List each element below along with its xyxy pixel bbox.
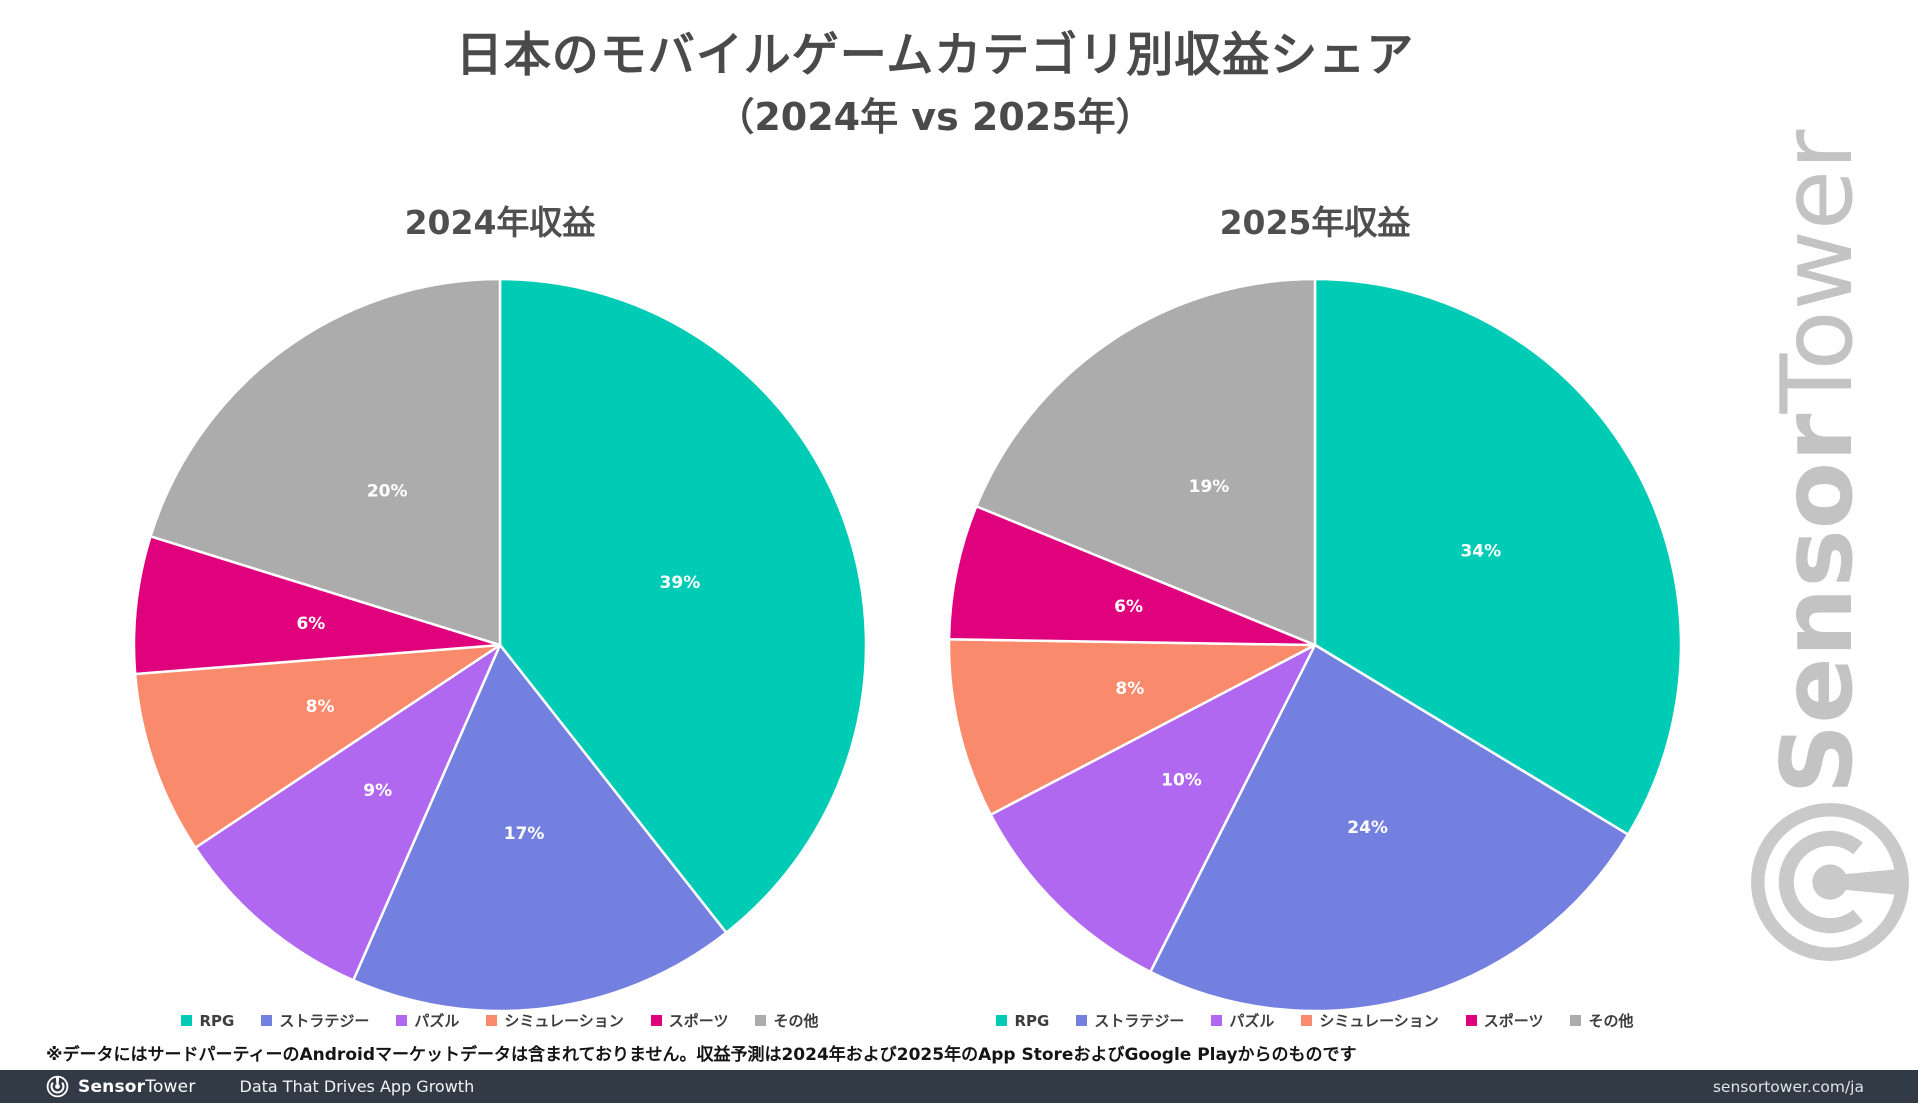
legend-swatch-icon	[1211, 1015, 1223, 1026]
pie-chart-2024: 39% 17% 9% 8% 6% 20%	[132, 277, 868, 1013]
legend-2024: RPG ストラテジー パズル シミュレーション スポーツ その他	[130, 1010, 870, 1031]
legend-swatch-icon	[1465, 1015, 1477, 1026]
legend-label: スポーツ	[1483, 1012, 1544, 1030]
legend-item-RPG: RPG	[996, 1012, 1049, 1030]
legend-swatch-icon	[650, 1015, 662, 1026]
legend-label: シミュレーション	[1319, 1012, 1439, 1030]
legend-label: ストラテジー	[279, 1012, 370, 1030]
legend-2025: RPG ストラテジー パズル シミュレーション スポーツ その他	[945, 1010, 1685, 1031]
page-subtitle: （2024年 vs 2025年）	[716, 95, 1154, 139]
pie-data-label: 6%	[1114, 597, 1143, 617]
chart-title-2025: 2025年収益	[1219, 203, 1411, 242]
legend-label: その他	[773, 1012, 819, 1030]
legend-swatch-icon	[396, 1015, 408, 1026]
watermark-brand-bold: Sensor	[1761, 413, 1875, 795]
pie-data-label: 20%	[367, 482, 408, 502]
footer-bar: SensorTower Data That Drives App Growth …	[0, 1070, 1918, 1103]
sensor-tower-logo-icon	[46, 1075, 69, 1098]
page-title: 日本のモバイルゲームカテゴリ別収益シェア	[455, 28, 1415, 83]
legend-swatch-icon	[181, 1015, 193, 1026]
legend-label: RPG	[1014, 1011, 1050, 1030]
pie-slice-パズル	[194, 643, 502, 982]
pie-slice-RPG	[498, 277, 868, 934]
legend-swatch-icon	[755, 1015, 767, 1026]
pie-slice-シミュレーション	[133, 643, 502, 849]
legend-label: シミュレーション	[504, 1012, 624, 1030]
pie-slice-シミュレーション	[947, 638, 1317, 816]
pie-data-label: 39%	[660, 573, 701, 593]
legend-swatch-icon	[1076, 1015, 1088, 1026]
pie-data-label: 19%	[1189, 477, 1230, 497]
legend-item-シミュレーション: シミュレーション	[486, 1010, 624, 1031]
watermark-sensor-tower: Sensor Tower	[1760, 117, 1876, 807]
legend-item-スポーツ: スポーツ	[1465, 1010, 1544, 1031]
pie-data-label: 8%	[1115, 679, 1144, 699]
data-source-footnote: ※データにはサードパーティーのAndroidマーケットデータは含まれておりません…	[46, 1045, 1357, 1065]
legend-label: パズル	[1229, 1012, 1275, 1030]
legend-item-ストラテジー: ストラテジー	[1076, 1010, 1184, 1031]
footer-brand: SensorTower	[78, 1077, 196, 1097]
legend-item-その他: その他	[755, 1010, 819, 1031]
legend-swatch-icon	[1570, 1015, 1582, 1026]
legend-swatch-icon	[261, 1015, 273, 1026]
legend-item-シミュレーション: シミュレーション	[1301, 1010, 1439, 1031]
pie-slice-RPG	[1313, 277, 1683, 836]
pie-slice-ストラテジー	[352, 643, 728, 1013]
pie-slice-パズル	[989, 643, 1317, 974]
watermark-logo-icon	[1751, 803, 1909, 961]
chart-title-2024: 2024年収益	[404, 203, 596, 242]
legend-item-スポーツ: スポーツ	[650, 1010, 729, 1031]
pie-data-label: 8%	[306, 697, 335, 717]
watermark-brand-light: Tower	[1761, 129, 1875, 414]
legend-item-パズル: パズル	[1211, 1010, 1274, 1031]
footer-brand-light: Tower	[145, 1076, 196, 1097]
footer-tagline: Data That Drives App Growth	[239, 1077, 475, 1096]
pie-slice-スポーツ	[132, 535, 502, 676]
pie-data-label: 17%	[504, 824, 545, 844]
pie-slice-スポーツ	[947, 505, 1317, 647]
legend-label: スポーツ	[668, 1012, 729, 1030]
pie-data-label: 10%	[1161, 771, 1202, 791]
legend-item-RPG: RPG	[181, 1012, 234, 1030]
legend-label: パズル	[414, 1012, 460, 1030]
footer-url-link[interactable]: sensortower.com/ja	[1712, 1077, 1864, 1096]
pie-data-label: 6%	[296, 614, 325, 634]
legend-swatch-icon	[996, 1015, 1008, 1026]
legend-label: ストラテジー	[1094, 1012, 1185, 1030]
pie-data-label: 9%	[363, 781, 392, 801]
pie-data-label: 24%	[1347, 818, 1388, 838]
legend-label: その他	[1588, 1012, 1634, 1030]
pie-slice-その他	[149, 277, 502, 647]
legend-item-その他: その他	[1570, 1010, 1634, 1031]
pie-slice-その他	[975, 277, 1317, 647]
legend-item-パズル: パズル	[396, 1010, 459, 1031]
pie-chart-2025: 34% 24% 10% 8% 6% 19%	[947, 277, 1683, 1013]
legend-label: RPG	[199, 1011, 235, 1030]
legend-swatch-icon	[1301, 1015, 1313, 1026]
legend-swatch-icon	[486, 1015, 498, 1026]
footer-brand-bold: Sensor	[78, 1076, 146, 1097]
legend-item-ストラテジー: ストラテジー	[261, 1010, 369, 1031]
pie-data-label: 34%	[1460, 542, 1501, 562]
